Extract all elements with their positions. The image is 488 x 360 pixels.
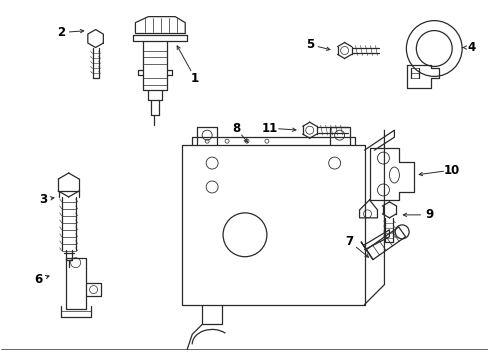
Text: 8: 8 [231, 122, 240, 135]
Text: 1: 1 [191, 72, 199, 85]
Text: 11: 11 [261, 122, 278, 135]
Text: 10: 10 [443, 163, 459, 176]
Text: 9: 9 [424, 208, 432, 221]
Text: 3: 3 [39, 193, 47, 206]
Text: 2: 2 [57, 26, 64, 39]
Text: 5: 5 [305, 38, 313, 51]
Text: 6: 6 [35, 273, 43, 286]
Text: 4: 4 [466, 41, 474, 54]
Text: 7: 7 [345, 235, 353, 248]
